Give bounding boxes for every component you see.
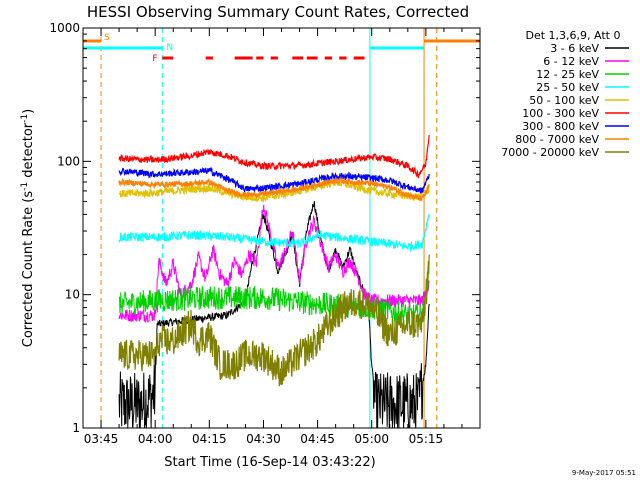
- legend-label: 25 - 50 keV: [536, 81, 599, 94]
- x-tick-label: 03:45: [84, 432, 119, 446]
- y-axis-label-mid: detector: [21, 122, 36, 182]
- night-label: N: [166, 43, 173, 53]
- y-tick-label: 1000: [49, 21, 80, 35]
- legend-label: 300 - 800 keV: [522, 120, 599, 133]
- series-line-5: [118, 177, 430, 202]
- series-line-6: [118, 135, 430, 179]
- y-tick-label: 100: [57, 154, 80, 168]
- x-tick-label: 04:30: [246, 432, 281, 446]
- legend-title: Det 1,3,6,9, Att 0: [526, 29, 621, 42]
- y-axis-label-main: Corrected Count Rate (s: [21, 191, 36, 348]
- x-tick-label: 04:15: [192, 432, 227, 446]
- x-tick-label: 04:00: [138, 432, 173, 446]
- legend-label: 3 - 6 keV: [550, 42, 599, 55]
- y-axis-label-sup1: -1: [20, 182, 30, 191]
- series-line-7: [118, 166, 430, 194]
- series-line-4: [118, 213, 430, 253]
- y-axis-label-end: ): [21, 109, 36, 114]
- y-axis-label: Corrected Count Rate (s-1 detector-1): [20, 109, 36, 347]
- series-line-9: [118, 254, 430, 387]
- axis-ticks: 03:45 04:00 04:15 04:30 04:45 05:00 05:15 1 10 10…: [49, 21, 481, 446]
- legend-label: 6 - 12 keV: [543, 55, 599, 68]
- legend-label: 12 - 25 keV: [536, 68, 599, 81]
- x-tick-label: 05:15: [409, 432, 444, 446]
- y-axis-label-sup2: -1: [20, 114, 30, 123]
- x-tick-label: 05:00: [354, 432, 389, 446]
- legend-label: 50 - 100 keV: [529, 94, 599, 107]
- series-line-8: [118, 175, 430, 202]
- legend-label: 7000 - 20000 keV: [501, 146, 599, 159]
- legend-label: 800 - 7000 keV: [515, 133, 599, 146]
- flare-label: F: [152, 54, 157, 64]
- series-line-3: [118, 261, 430, 328]
- saa-label: S: [104, 33, 110, 43]
- x-tick-label: 04:45: [300, 432, 335, 446]
- x-axis-label: Start Time (16-Sep-14 03:43:22): [164, 455, 375, 470]
- chart-title: HESSI Observing Summary Count Rates, Cor…: [87, 3, 469, 21]
- series-line-1: [118, 201, 430, 429]
- y-tick-label: 10: [65, 288, 80, 302]
- y-tick-label: 1: [72, 421, 80, 435]
- legend-label: 100 - 300 keV: [522, 107, 599, 120]
- chart-marks: S NF: [83, 28, 480, 429]
- date-stamp: 9-May-2017 05:51: [572, 469, 636, 477]
